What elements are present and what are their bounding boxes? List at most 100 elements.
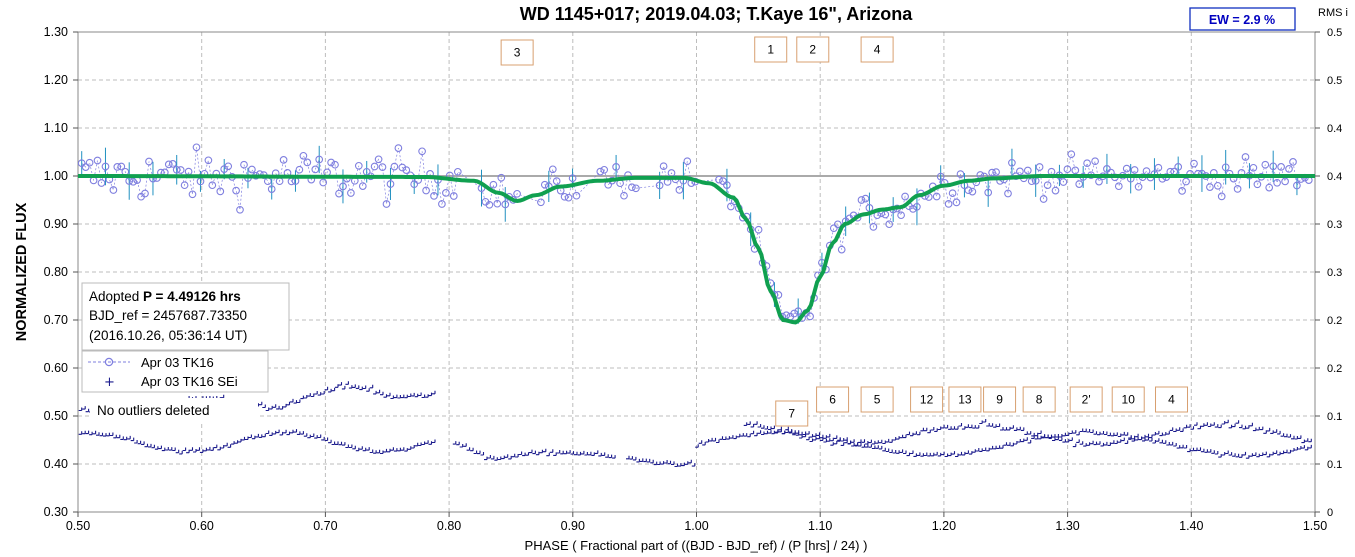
rms-point [414,442,419,447]
rms-point [553,452,557,456]
flux-point [224,162,233,171]
rms-point [238,438,242,443]
rms-point [421,394,426,399]
rms-point [1159,439,1163,444]
rms-point [930,427,935,431]
rms-point [598,452,602,457]
flux-point [1233,185,1242,193]
rms-point [89,431,93,436]
rms-point [362,447,367,452]
rms-point [1007,442,1011,446]
rms-point [144,443,149,448]
flux-point [956,170,965,178]
info-box: Adopted P = 4.49126 hrs BJD_ref = 245768… [81,282,290,351]
rms-point [269,432,273,436]
flux-point [944,200,953,208]
rms-point [179,450,183,455]
rms-point [400,447,405,451]
rms-point [1027,439,1032,444]
flux-point [540,180,549,189]
rms-point [245,436,249,441]
rms-point [1038,435,1042,440]
rms-point [722,436,727,441]
rms-point [92,430,97,435]
rms-point [78,407,83,412]
flux-point [901,192,909,201]
rms-point [1259,426,1264,431]
rms-point [1280,433,1285,437]
rms-point [1197,447,1202,451]
rms-point [882,440,886,445]
rms-point [369,384,374,389]
rms-point [366,388,370,392]
top-dip-label-box [796,36,830,63]
rms-point [584,452,588,456]
bottom-dip-label: 4 [1168,393,1175,407]
y2-tick-label: 0.3 [1327,267,1342,279]
y-tick-label: 0.90 [44,217,68,231]
flux-point [913,202,921,211]
rms-point [1200,423,1205,427]
rms-point [899,449,904,453]
rms-point [816,435,821,440]
bottom-dip-label: 7 [788,407,795,421]
model-curve [78,174,1315,325]
rms-point [411,445,415,449]
rms-point [175,449,180,454]
rms-point [307,434,311,439]
rms-point [116,434,121,439]
flux-point [1217,192,1226,201]
rms-point [1103,441,1108,446]
rms-point [906,431,911,436]
rms-point [407,393,412,398]
rms-point [799,435,803,439]
flux-point [1071,166,1080,175]
rms-point [338,382,343,386]
bottom-dip-label: 8 [1036,393,1043,407]
rms-point [1304,446,1309,451]
rms-point [754,432,758,437]
rms-point [345,381,349,385]
rms-point [906,452,911,457]
x-tick-label: 0.80 [437,519,461,533]
rms-point [626,455,630,460]
flux-point [1261,160,1270,169]
rms-point [747,433,751,438]
rms-point [428,441,433,445]
rms-point [1169,427,1174,431]
rms-point [591,452,595,456]
rms-point [594,450,599,454]
flux-point [715,175,723,184]
rms-point [1204,422,1208,426]
rms-point [1048,434,1053,439]
rms-point [497,456,502,461]
x-tick-label: 1.10 [808,519,832,533]
rms-point [220,394,225,399]
flux-point [869,223,878,231]
rms-point [113,434,117,439]
rms-point [317,434,322,439]
rms-point [123,436,128,441]
rms-point [1062,432,1066,437]
x-tick-label: 0.60 [190,519,214,533]
rms-point [674,463,679,468]
rms-point [258,401,263,406]
rms-point [1128,436,1132,440]
flux-point [184,167,193,176]
flux-point [442,189,450,197]
rms-point [1097,441,1101,445]
rms-point [404,448,408,452]
flux-point [449,192,458,200]
rms-point [982,447,987,452]
rms-point [823,435,827,439]
rms-point [657,461,661,466]
rms-point [927,452,931,457]
rms-point [567,450,571,454]
rms-point [844,439,848,444]
flux-point [932,192,941,201]
rms-point [1256,453,1260,458]
rms-point [418,442,422,447]
rms-point [937,426,942,431]
rms-point [771,430,775,435]
rms-point [1242,451,1247,456]
